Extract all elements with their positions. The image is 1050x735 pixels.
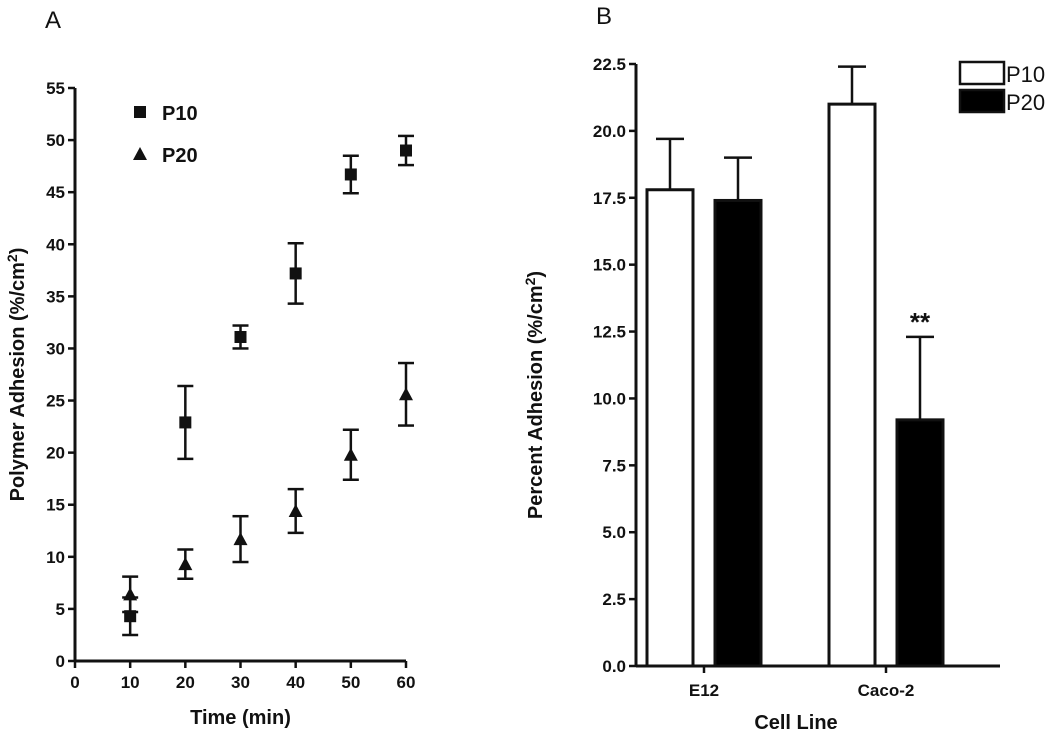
panel-a-y-tick-label: 15 — [46, 496, 65, 515]
panel-a-legend-square-icon — [134, 106, 146, 118]
panel-a-point-p10 — [289, 267, 302, 280]
panel-a-y-tick-label: 35 — [46, 287, 65, 306]
panel-a-legend-label: P20 — [162, 145, 198, 167]
panel-b-x-tick-label: E12 — [689, 681, 719, 700]
panel-a-y-tick-label: 20 — [46, 444, 65, 463]
panel-a-x-tick-label: 30 — [231, 673, 250, 692]
panel-b-bar-p10 — [645, 188, 695, 668]
panel-a-legend-label: P10 — [162, 103, 198, 125]
panel-a-point-p20 — [288, 503, 303, 517]
panel-b-legend-label: P20 — [1006, 90, 1045, 115]
panel-b-x-tick-label: Caco-2 — [858, 681, 915, 700]
panel-a-y-tick-label: 45 — [46, 183, 65, 202]
panel-a-point-p10 — [124, 610, 137, 623]
panel-a-y-tick-label: 55 — [46, 79, 65, 98]
panel-a-point-p20 — [178, 557, 193, 571]
panel-a-point-p10 — [179, 416, 192, 429]
panel-b-y-tick-label: 20.0 — [593, 122, 626, 141]
panel-a-x-tick-label: 10 — [121, 673, 140, 692]
panel-b-letter: B — [596, 3, 612, 30]
panel-b-y-tick-label: 22.5 — [593, 55, 626, 74]
panel-a-point-p10 — [400, 144, 412, 157]
panel-a-point-p10 — [344, 168, 357, 181]
panel-b-legend-swatch-p20 — [958, 88, 1006, 114]
panel-b-y-tick-label: 12.5 — [593, 323, 626, 342]
panel-b-y-tick-label: 0.0 — [602, 657, 626, 676]
panel-a-y-tick-label: 40 — [46, 235, 65, 254]
panel-b-legend-label: P10 — [1006, 62, 1045, 87]
panel-a-x-tick-label: 20 — [176, 673, 195, 692]
panel-b-y-tick-label: 2.5 — [602, 590, 626, 609]
panel-a-point-p20 — [399, 387, 413, 401]
panel-a-y-tick-label: 5 — [56, 600, 65, 619]
panel-a-y-axis-title: Polymer Adhesion (%/cm2) — [4, 248, 29, 502]
panel-b-legend-swatch-p10 — [958, 60, 1006, 86]
panel-b-y-tick-label: 5.0 — [602, 523, 626, 542]
panel-b-bar-chart: 0.0 2.5 5.0 7.5 10.0 12.5 15.0 17.5 20.0 22.5 E12 C… — [522, 55, 1045, 734]
panel-a-x-tick-label: 0 — [70, 673, 79, 692]
panel-b-bar-p10 — [827, 102, 877, 668]
panel-a-point-p20 — [343, 447, 358, 461]
panel-b-y-tick-label: 17.5 — [593, 189, 626, 208]
panel-a-x-tick-label: 50 — [341, 673, 360, 692]
panel-a-x-tick-label: 40 — [286, 673, 305, 692]
panel-a-x-tick-label: 60 — [397, 673, 416, 692]
panel-a-y-tick-label: 0 — [56, 652, 65, 671]
panel-a-x-axis-title: Time (min) — [190, 707, 291, 729]
panel-a-y-tick-label: 30 — [46, 339, 65, 358]
panel-b-x-axis-title: Cell Line — [754, 712, 837, 734]
panel-b-y-axis-title: Percent Adhesion (%/cm2) — [522, 271, 547, 519]
panel-a-y-tick-label: 50 — [46, 131, 65, 150]
panel-b-y-tick-label: 15.0 — [593, 256, 626, 275]
panel-a-scatter-chart: 0 5 10 15 20 25 30 35 40 45 50 55 0 10 20 30 40 50 60 Time … — [4, 79, 415, 729]
panel-b-y-tick-label: 7.5 — [602, 456, 626, 475]
panel-a-point-p10 — [234, 330, 247, 343]
panel-b-bar-p20 — [713, 198, 763, 668]
panel-a-y-tick-label: 10 — [46, 548, 65, 567]
panel-a-point-p20 — [123, 587, 138, 601]
panel-b-significance-annotation: ** — [910, 307, 931, 337]
panel-a-point-p20 — [233, 532, 248, 546]
panel-a-legend-triangle-icon — [133, 147, 147, 160]
panel-b-y-tick-label: 10.0 — [593, 389, 626, 408]
panel-b-bar-p20 — [895, 418, 945, 668]
panel-a-y-tick-label: 25 — [46, 392, 65, 411]
panel-a-letter: A — [45, 7, 61, 34]
